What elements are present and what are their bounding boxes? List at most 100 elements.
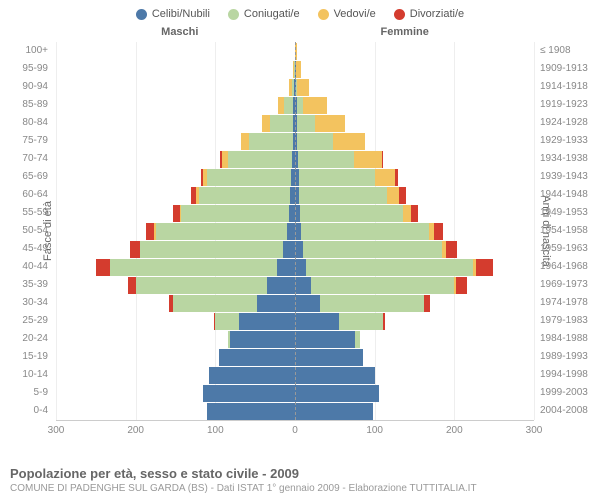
x-tick: 0	[292, 425, 298, 436]
seg-m	[303, 241, 442, 258]
seg-c	[267, 277, 295, 294]
y-tick-age: 5-9	[34, 387, 48, 398]
seg-d	[476, 259, 494, 276]
y-tick-year: 1939-1943	[540, 171, 588, 182]
bar-male	[56, 205, 295, 222]
bar-male	[56, 43, 295, 60]
legend-label: Divorziati/e	[410, 8, 464, 20]
bar-female	[295, 349, 534, 366]
seg-m	[306, 259, 473, 276]
y-tick-year: 1924-1928	[540, 117, 588, 128]
seg-w	[315, 115, 345, 132]
bar-male	[56, 259, 295, 276]
bar-male	[56, 151, 295, 168]
y-tick-age: 15-19	[22, 351, 48, 362]
bar-female	[295, 79, 534, 96]
bar-male	[56, 349, 295, 366]
bar-female	[295, 133, 534, 150]
y-tick-age: 20-24	[22, 333, 48, 344]
y-tick-year: 1974-1978	[540, 297, 588, 308]
legend-swatch	[394, 9, 405, 20]
seg-d	[146, 223, 154, 240]
seg-w	[333, 133, 365, 150]
y-tick-age: 45-49	[22, 243, 48, 254]
bar-female	[295, 223, 534, 240]
y-tick-year: 1999-2003	[540, 387, 588, 398]
x-tick: 200	[127, 425, 144, 436]
chart-subtitle: COMUNE DI PADENGHE SUL GARDA (BS) - Dati…	[10, 483, 590, 494]
bar-male	[56, 403, 295, 420]
seg-c	[257, 295, 295, 312]
bar-male	[56, 169, 295, 186]
seg-m	[355, 331, 360, 348]
seg-d	[395, 169, 398, 186]
seg-w	[297, 79, 309, 96]
seg-m	[228, 151, 292, 168]
legend-item: Coniugati/e	[228, 8, 300, 20]
seg-m	[181, 205, 289, 222]
bar-female	[295, 403, 534, 420]
x-tick: 200	[446, 425, 463, 436]
plot-area: Fasce di età Anni di nascita 0-45-910-14…	[56, 42, 534, 420]
bar-female	[295, 205, 534, 222]
seg-c	[219, 349, 295, 366]
legend-item: Divorziati/e	[394, 8, 464, 20]
y-axis-left: 0-45-910-1415-1920-2425-2930-3435-3940-4…	[12, 42, 52, 420]
bar-male	[56, 133, 295, 150]
y-tick-age: 10-14	[22, 369, 48, 380]
y-tick-year: 2004-2008	[540, 405, 588, 416]
seg-m	[297, 115, 315, 132]
y-axis-right: 2004-20081999-20031994-19981989-19931984…	[536, 42, 588, 420]
bar-female	[295, 151, 534, 168]
seg-m	[300, 205, 404, 222]
seg-d	[382, 151, 384, 168]
seg-w	[375, 169, 395, 186]
seg-m	[156, 223, 287, 240]
seg-m	[320, 295, 424, 312]
seg-w	[241, 133, 249, 150]
y-tick-year: 1964-1968	[540, 261, 588, 272]
bar-female	[295, 115, 534, 132]
bar-male	[56, 115, 295, 132]
y-tick-year: 1929-1933	[540, 135, 588, 146]
y-tick-age: 30-34	[22, 297, 48, 308]
seg-m	[297, 133, 333, 150]
y-tick-age: 35-39	[22, 279, 48, 290]
seg-w	[303, 97, 327, 114]
bar-male	[56, 385, 295, 402]
bar-female	[295, 97, 534, 114]
bar-female	[295, 43, 534, 60]
seg-m	[136, 277, 267, 294]
y-tick-year: 1919-1923	[540, 99, 588, 110]
footer: Popolazione per età, sesso e stato civil…	[10, 466, 590, 494]
seg-m	[173, 295, 257, 312]
legend-label: Coniugati/e	[244, 8, 300, 20]
seg-c	[295, 241, 303, 258]
y-tick-year: 1959-1963	[540, 243, 588, 254]
bar-male	[56, 331, 295, 348]
seg-c	[203, 385, 295, 402]
seg-d	[128, 277, 136, 294]
bar-female	[295, 277, 534, 294]
seg-c	[295, 259, 306, 276]
seg-m	[301, 223, 428, 240]
bar-female	[295, 331, 534, 348]
y-tick-age: 25-29	[22, 315, 48, 326]
y-tick-age: 60-64	[22, 189, 48, 200]
y-tick-year: 1954-1958	[540, 225, 588, 236]
legend-label: Celibi/Nubili	[152, 8, 210, 20]
seg-d	[446, 241, 458, 258]
legend-swatch	[136, 9, 147, 20]
bar-female	[295, 367, 534, 384]
seg-m	[299, 187, 387, 204]
seg-c	[295, 331, 355, 348]
seg-c	[295, 313, 339, 330]
seg-w	[296, 61, 301, 78]
seg-d	[383, 313, 385, 330]
x-tick: 300	[526, 425, 543, 436]
seg-d	[434, 223, 444, 240]
bar-female	[295, 313, 534, 330]
seg-c	[295, 277, 311, 294]
x-tick: 100	[366, 425, 383, 436]
y-tick-year: 1944-1948	[540, 189, 588, 200]
